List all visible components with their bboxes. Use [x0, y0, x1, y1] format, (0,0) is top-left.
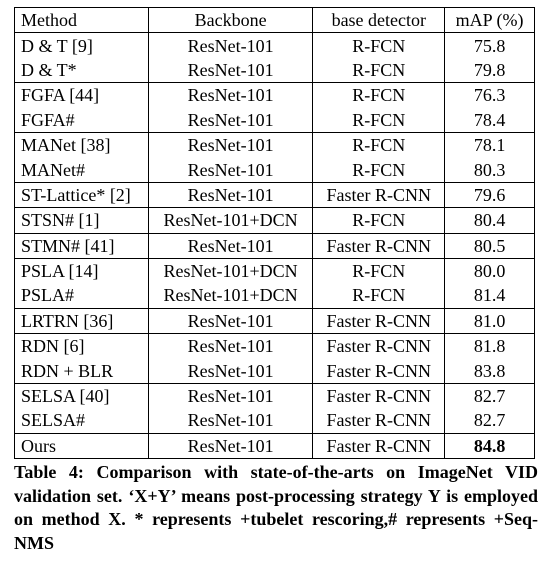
header-map: mAP (%): [444, 6, 535, 34]
base-detector-cell: R-FCN: [312, 57, 446, 84]
map-cell: 75.8: [444, 32, 535, 58]
base-detector-cell: R-FCN: [312, 157, 446, 183]
base-detector-cell: Faster R-CNN: [312, 433, 446, 460]
backbone-cell: ResNet-101: [147, 358, 314, 384]
base-detector-cell: Faster R-CNN: [312, 308, 446, 335]
method-cell: PSLA#: [14, 283, 149, 309]
base-detector-cell: R-FCN: [312, 283, 446, 309]
base-detector-cell: R-FCN: [312, 32, 446, 58]
base-detector-cell: R-FCN: [312, 107, 446, 133]
base-detector-cell: Faster R-CNN: [312, 182, 446, 209]
map-cell: 78.1: [444, 132, 535, 158]
header-method: Method: [14, 6, 149, 34]
table-row: FGFA [44] ResNet-101 R-FCN 76.3: [14, 82, 535, 108]
map-cell: 81.4: [444, 283, 535, 309]
table-row: Ours ResNet-101 Faster R-CNN 84.8: [14, 433, 535, 460]
table-row: D & T [9] ResNet-101 R-FCN 75.8: [14, 32, 535, 58]
method-cell: RDN + BLR: [14, 358, 149, 384]
method-cell: FGFA [44]: [14, 82, 149, 108]
table-body: D & T [9] ResNet-101 R-FCN 75.8 D & T* ResNet…: [14, 32, 535, 460]
method-cell: D & T [9]: [14, 32, 149, 58]
map-cell: 82.7: [444, 383, 535, 409]
map-cell: 81.0: [444, 308, 535, 335]
table-row: PSLA [14] ResNet-101+DCN R-FCN 80.0: [14, 258, 535, 284]
map-cell: 79.8: [444, 57, 535, 84]
method-cell: SELSA#: [14, 408, 149, 434]
backbone-cell: ResNet-101: [147, 57, 314, 84]
method-cell: STMN# [41]: [14, 233, 149, 259]
base-detector-cell: R-FCN: [312, 132, 446, 158]
table-row: D & T* ResNet-101 R-FCN 79.8: [14, 57, 535, 84]
base-detector-cell: Faster R-CNN: [312, 383, 446, 409]
table-row: PSLA# ResNet-101+DCN R-FCN 81.4: [14, 283, 535, 309]
map-cell: 83.8: [444, 358, 535, 384]
map-cell: 81.8: [444, 333, 535, 359]
table-row: MANet [38] ResNet-101 R-FCN 78.1: [14, 132, 535, 158]
backbone-cell: ResNet-101: [147, 433, 314, 460]
method-cell: Ours: [14, 433, 149, 460]
map-cell: 80.5: [444, 233, 535, 259]
map-cell: 80.3: [444, 157, 535, 183]
base-detector-cell: R-FCN: [312, 207, 446, 234]
backbone-cell: ResNet-101+DCN: [147, 258, 314, 284]
backbone-cell: ResNet-101: [147, 333, 314, 359]
backbone-cell: ResNet-101: [147, 308, 314, 335]
map-cell: 78.4: [444, 107, 535, 133]
backbone-cell: ResNet-101+DCN: [147, 207, 314, 234]
base-detector-cell: Faster R-CNN: [312, 408, 446, 434]
method-cell: D & T*: [14, 57, 149, 84]
base-detector-cell: Faster R-CNN: [312, 333, 446, 359]
table-row: LRTRN [36] ResNet-101 Faster R-CNN 81.0: [14, 308, 535, 335]
header-backbone: Backbone: [147, 6, 314, 34]
map-cell: 76.3: [444, 82, 535, 108]
method-cell: PSLA [14]: [14, 258, 149, 284]
backbone-cell: ResNet-101: [147, 182, 314, 209]
backbone-cell: ResNet-101: [147, 107, 314, 133]
backbone-cell: ResNet-101: [147, 383, 314, 409]
method-cell: SELSA [40]: [14, 383, 149, 409]
table-header: Method Backbone base detector mAP (%): [14, 6, 535, 34]
table-row: STSN# [1] ResNet-101+DCN R-FCN 80.4: [14, 207, 535, 234]
base-detector-cell: R-FCN: [312, 258, 446, 284]
map-cell: 82.7: [444, 408, 535, 434]
table-row: FGFA# ResNet-101 R-FCN 78.4: [14, 107, 535, 133]
method-cell: STSN# [1]: [14, 207, 149, 234]
backbone-cell: ResNet-101: [147, 132, 314, 158]
table-row: RDN + BLR ResNet-101 Faster R-CNN 83.8: [14, 358, 535, 384]
results-table: Method Backbone base detector mAP (%) D …: [14, 6, 535, 460]
table-row: SELSA# ResNet-101 Faster R-CNN 82.7: [14, 408, 535, 434]
table-row: ST-Lattice* [2] ResNet-101 Faster R-CNN 79.…: [14, 182, 535, 209]
backbone-cell: ResNet-101: [147, 157, 314, 183]
method-cell: FGFA#: [14, 107, 149, 133]
backbone-cell: ResNet-101: [147, 233, 314, 259]
method-cell: ST-Lattice* [2]: [14, 182, 149, 209]
header-base-detector: base detector: [312, 6, 446, 34]
header-row: Method Backbone base detector mAP (%): [14, 6, 535, 34]
method-cell: LRTRN [36]: [14, 308, 149, 335]
method-cell: MANet [38]: [14, 132, 149, 158]
table-row: SELSA [40] ResNet-101 Faster R-CNN 82.7: [14, 383, 535, 409]
method-cell: MANet#: [14, 157, 149, 183]
table-row: MANet# ResNet-101 R-FCN 80.3: [14, 157, 535, 183]
backbone-cell: ResNet-101: [147, 408, 314, 434]
base-detector-cell: R-FCN: [312, 82, 446, 108]
table-row: RDN [6] ResNet-101 Faster R-CNN 81.8: [14, 333, 535, 359]
map-cell: 84.8: [444, 433, 535, 460]
method-cell: RDN [6]: [14, 333, 149, 359]
backbone-cell: ResNet-101+DCN: [147, 283, 314, 309]
backbone-cell: ResNet-101: [147, 32, 314, 58]
map-cell: 80.4: [444, 207, 535, 234]
base-detector-cell: Faster R-CNN: [312, 233, 446, 259]
map-cell: 80.0: [444, 258, 535, 284]
table-caption: Table 4: Comparison with state-of-the-ar…: [14, 462, 538, 553]
map-cell: 79.6: [444, 182, 535, 209]
backbone-cell: ResNet-101: [147, 82, 314, 108]
table-row: STMN# [41] ResNet-101 Faster R-CNN 80.5: [14, 233, 535, 259]
base-detector-cell: Faster R-CNN: [312, 358, 446, 384]
